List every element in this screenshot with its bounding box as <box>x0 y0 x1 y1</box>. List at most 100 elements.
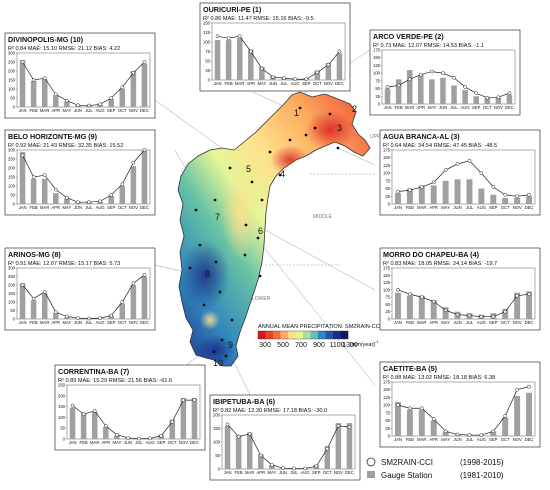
x-tick-label: AUG <box>477 437 486 442</box>
gauge-bar <box>130 285 137 319</box>
colorbar-swatch <box>265 331 274 339</box>
x-tick-label: JUL <box>85 320 93 325</box>
panel-stat: BIAS: 4.22 <box>92 46 120 52</box>
sm2rain-point <box>53 92 58 97</box>
x-tick-label: DEC <box>525 437 534 442</box>
y-tick-label: 100 <box>213 440 221 445</box>
y-tick-label: 100 <box>383 171 391 176</box>
x-tick-label: DEC <box>190 440 199 445</box>
sm2rain-point <box>270 463 274 467</box>
station-dot <box>288 138 292 142</box>
station-dot <box>224 354 228 358</box>
x-tick-label: MAR <box>417 205 426 210</box>
panel-stat: RMSE: 24.14 <box>432 261 467 267</box>
sm2rain-point <box>215 34 220 39</box>
x-tick-label: AUG <box>301 470 310 475</box>
x-tick-label: MAR <box>405 105 414 110</box>
y-tick-label: 0 <box>388 434 391 439</box>
gauge-bar <box>502 197 509 204</box>
station-dot <box>336 146 340 150</box>
plot-area <box>391 381 536 437</box>
sm2rain-point <box>474 91 479 96</box>
gauge-bar <box>130 166 137 204</box>
gauge-bar <box>214 40 221 80</box>
panel-stat: BIAS: 5.73 <box>92 261 120 267</box>
x-tick-label: JAN <box>394 437 402 442</box>
gauge-bar <box>406 188 413 204</box>
sm2rain-point <box>303 466 307 471</box>
sm2rain-point <box>281 466 285 471</box>
x-tick-label: MAY <box>62 108 71 113</box>
panel-stats: R² 0.89 MAE: 15.29 RMSE: 21.56 BIAS: -61… <box>58 378 172 384</box>
x-tick-label: OCT <box>483 105 492 110</box>
y-tick-label: 75 <box>375 78 380 83</box>
sm2rain-point <box>98 102 102 107</box>
gauge-bar <box>394 193 401 204</box>
sm2rain-point <box>441 71 445 75</box>
gauge-bar <box>526 392 533 436</box>
sm2rain-point <box>491 429 496 434</box>
station-dot <box>198 243 202 247</box>
y-tick-label: 50 <box>10 308 15 313</box>
sm2rain-point <box>31 175 36 179</box>
station-number-label: 2 <box>352 104 357 114</box>
x-tick-label: OCT <box>501 320 510 325</box>
colorbar-swatch <box>258 331 266 339</box>
x-tick-label: SEP <box>302 81 311 86</box>
x-tick-label: FEB <box>30 205 38 210</box>
panel-stat: R² 0.82 <box>213 408 231 414</box>
panel-ouricuri: OURICURI-PE (1) R² 0.86 MAE: 11.47 RMSE: … <box>199 2 351 92</box>
panel-title: CORRENTINA-BA (7) <box>58 367 130 376</box>
y-tick-label: 200 <box>8 69 16 74</box>
gauge-bar <box>30 178 37 204</box>
sm2rain-point <box>131 70 136 75</box>
x-tick-label: SEP <box>157 440 166 445</box>
panel-title: DIVINOPOLIS-MG (10) <box>8 35 84 44</box>
y-tick-label: 0 <box>13 317 16 322</box>
y-tick-label: 0 <box>63 437 66 442</box>
sm2rain-point <box>408 188 412 192</box>
station-number-label: 10 <box>213 358 223 368</box>
panel-stat: BIAS: -30.0 <box>297 408 327 414</box>
panel-stat: BIAS: -48.5 <box>467 143 497 149</box>
x-tick-label: OCT <box>323 470 332 475</box>
station-number-label: 3 <box>337 123 342 133</box>
colorbar: ANNUAL MEAN PRECIPITATION: SM2RAIN-CCI 3… <box>257 324 382 349</box>
station-dot <box>194 208 198 212</box>
x-tick-label: OCT <box>168 440 177 445</box>
y-tick-label: 175 <box>383 266 391 271</box>
y-tick-label: 50 <box>375 86 380 91</box>
y-tick-label: 50 <box>60 426 65 431</box>
y-tick-label: 0 <box>218 467 221 472</box>
gauge-bar <box>236 38 243 80</box>
sm2rain-point <box>455 432 460 437</box>
sm2rain-point <box>137 436 141 441</box>
colorbar-tick-label: 500 <box>277 342 289 349</box>
x-tick-label: SEP <box>472 105 481 110</box>
colorbar-swatch <box>288 331 296 339</box>
colorbar-tick-label: 900 <box>313 342 325 349</box>
x-tick-label: JUN <box>74 320 82 325</box>
panel-stat: RMSE: 21.12 <box>57 46 92 52</box>
sm2rain-point <box>431 180 436 185</box>
panel-frame <box>379 361 541 448</box>
sm2rain-point <box>142 60 147 64</box>
sm2rain-point <box>65 314 69 319</box>
y-tick-label: 150 <box>58 404 66 409</box>
panel-stat: MAE: 21.43 <box>26 143 57 149</box>
sm2rain-point <box>236 434 241 439</box>
gauge-bar <box>506 94 513 104</box>
x-tick-label: FEB <box>80 440 88 445</box>
panel-frame <box>209 394 361 481</box>
colorbar-tick-label: 300 <box>259 342 271 349</box>
y-tick-label: 150 <box>383 155 391 160</box>
panel-stats: R² 0.86 MAE: 11.47 RMSE: 15.16 BIAS: -9.… <box>203 16 314 22</box>
y-tick-label: 25 <box>385 194 390 199</box>
y-tick-label: 300 <box>8 148 16 153</box>
sm2rain-point <box>419 185 424 189</box>
sm2rain-point <box>126 436 130 440</box>
y-tick-label: 150 <box>203 21 211 26</box>
gauge-bar <box>484 97 491 104</box>
y-tick-label: 75 <box>385 178 390 183</box>
x-tick-label: JAN <box>394 205 402 210</box>
